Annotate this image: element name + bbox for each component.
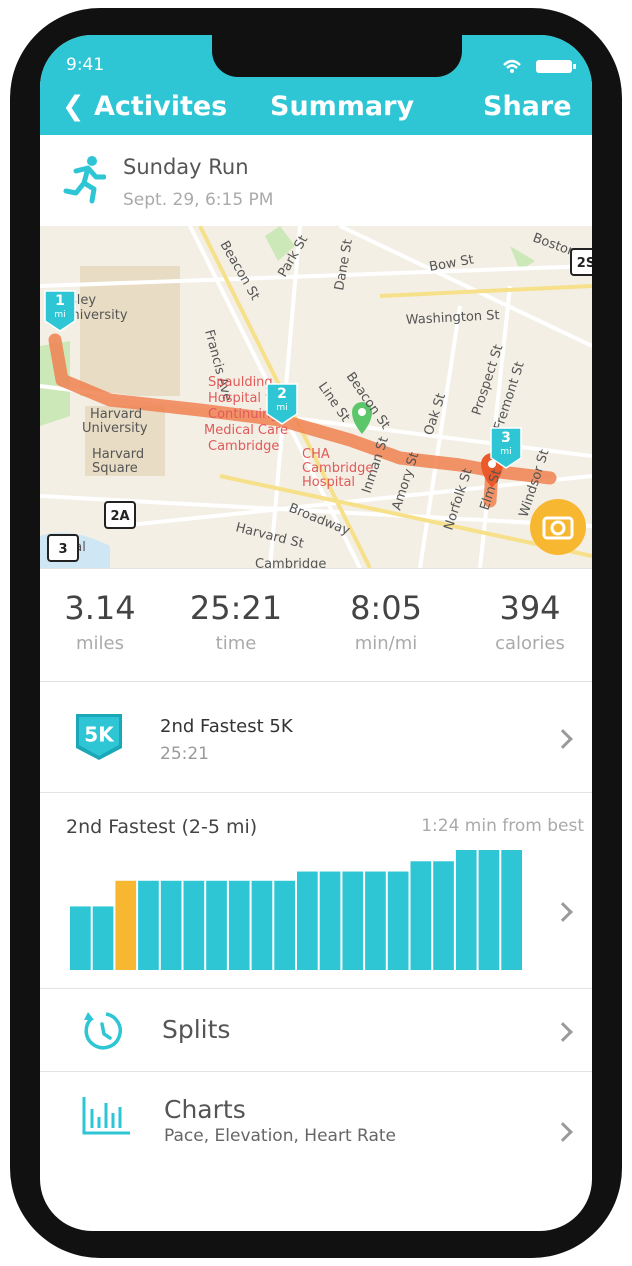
bar — [433, 861, 454, 970]
map-label: Harvard — [90, 407, 142, 422]
ranking-note: 1:24 min from best — [421, 816, 584, 836]
bar — [228, 880, 250, 970]
menu-title[interactable]: Splits — [162, 1015, 231, 1044]
bar — [183, 880, 205, 970]
status-time: 9:41 — [66, 55, 105, 75]
notch — [212, 35, 462, 77]
mile-number: 1 — [55, 293, 65, 309]
ranking-chart — [70, 850, 522, 970]
map-label: University — [62, 308, 128, 323]
start-pin — [352, 402, 372, 434]
charts-icon — [82, 1097, 130, 1135]
menu-subtitle: Pace, Elevation, Heart Rate — [164, 1126, 396, 1146]
back-label: Activites — [94, 91, 228, 122]
screen: 9:41 ❮ Activites Summary Share Sunday Ru… — [40, 35, 592, 1231]
mile-marker — [44, 290, 76, 332]
mile-unit: mi — [54, 310, 65, 320]
stat-label: min/mi — [354, 633, 418, 654]
bar — [92, 906, 114, 970]
bar — [501, 850, 522, 970]
road-sign-label: 2S — [577, 256, 592, 271]
map-poi-label: Medical Care — [204, 423, 288, 438]
separator — [40, 568, 592, 569]
stat-value: 25:21 — [189, 589, 283, 627]
bar — [297, 871, 318, 970]
ranking-title: 2nd Fastest (2-5 mi) — [66, 816, 258, 838]
bar — [274, 880, 295, 970]
badge-label: 5K — [84, 723, 115, 747]
mile-unit: mi — [500, 447, 511, 457]
map-poi-label: CHA — [302, 447, 330, 462]
splits-icon — [84, 1012, 122, 1050]
bar — [70, 906, 91, 970]
map-label: University — [82, 421, 148, 436]
achievement-title: 2nd Fastest 5K — [160, 716, 293, 737]
mile-number: 2 — [277, 386, 287, 402]
map-poi-label: Continuing — [208, 407, 279, 422]
stat-label: miles — [76, 633, 124, 654]
bar — [251, 880, 273, 970]
menu-title[interactable]: Charts — [164, 1095, 246, 1124]
map-poi-label: Cambridge — [208, 439, 279, 454]
back-button[interactable]: ❮ Activites — [62, 91, 228, 122]
road-sign-label: 2A — [110, 509, 129, 524]
bar — [319, 871, 341, 970]
chevron[interactable] — [553, 1022, 573, 1042]
activity-name: Sunday Run — [123, 155, 249, 179]
map-label: Cambridge — [255, 557, 326, 568]
stat-value: 394 — [499, 589, 561, 627]
map-poi-label: Cambridge — [302, 461, 373, 476]
bar — [365, 871, 386, 970]
stat-label: calories — [495, 633, 565, 654]
bar — [342, 871, 364, 970]
chevron[interactable] — [553, 1122, 573, 1142]
separator — [40, 681, 592, 682]
stat-label: time — [215, 633, 257, 654]
bar — [387, 871, 409, 970]
bar — [115, 880, 137, 970]
bar — [138, 880, 159, 970]
road-sign — [570, 248, 592, 276]
map-label: Washington St — [405, 308, 500, 328]
map-label: Square — [92, 461, 138, 476]
mile-unit: mi — [276, 403, 287, 413]
mile-number: 3 — [501, 430, 511, 446]
stat-value: 3.14 — [64, 589, 136, 627]
separator — [40, 988, 592, 989]
road-sign — [104, 501, 136, 529]
road-sign-label: 3 — [58, 542, 67, 557]
bar — [206, 880, 227, 970]
badge-icon: 5K — [76, 714, 122, 760]
road-sign — [47, 534, 79, 562]
mile-marker — [266, 383, 298, 425]
mile-marker — [490, 427, 522, 469]
bar — [455, 850, 477, 970]
run-icon — [63, 156, 106, 204]
map-poi-label: Hospital — [302, 475, 355, 490]
nav-title: Summary — [270, 91, 415, 122]
bar — [410, 861, 432, 970]
map[interactable]: Beacon St Park St Dane St Bow St Boston StWa… — [40, 226, 592, 568]
map-poi-label: Hospital fo — [208, 391, 278, 406]
status-icons — [503, 59, 576, 73]
map-label: Harvard — [92, 447, 144, 462]
achievement-time: 25:21 — [160, 744, 209, 764]
stat-value: 8:05 — [350, 589, 422, 627]
separator — [40, 792, 592, 793]
bar — [478, 850, 500, 970]
camera-button[interactable] — [530, 499, 586, 555]
map-poi-label: Spaulding — [208, 375, 273, 390]
separator — [40, 1071, 592, 1072]
chevron[interactable] — [553, 729, 573, 749]
chevron[interactable] — [553, 902, 573, 922]
share-button[interactable]: Share — [483, 91, 572, 122]
activity-date: Sept. 29, 6:15 PM — [123, 190, 274, 210]
bar — [160, 880, 182, 970]
